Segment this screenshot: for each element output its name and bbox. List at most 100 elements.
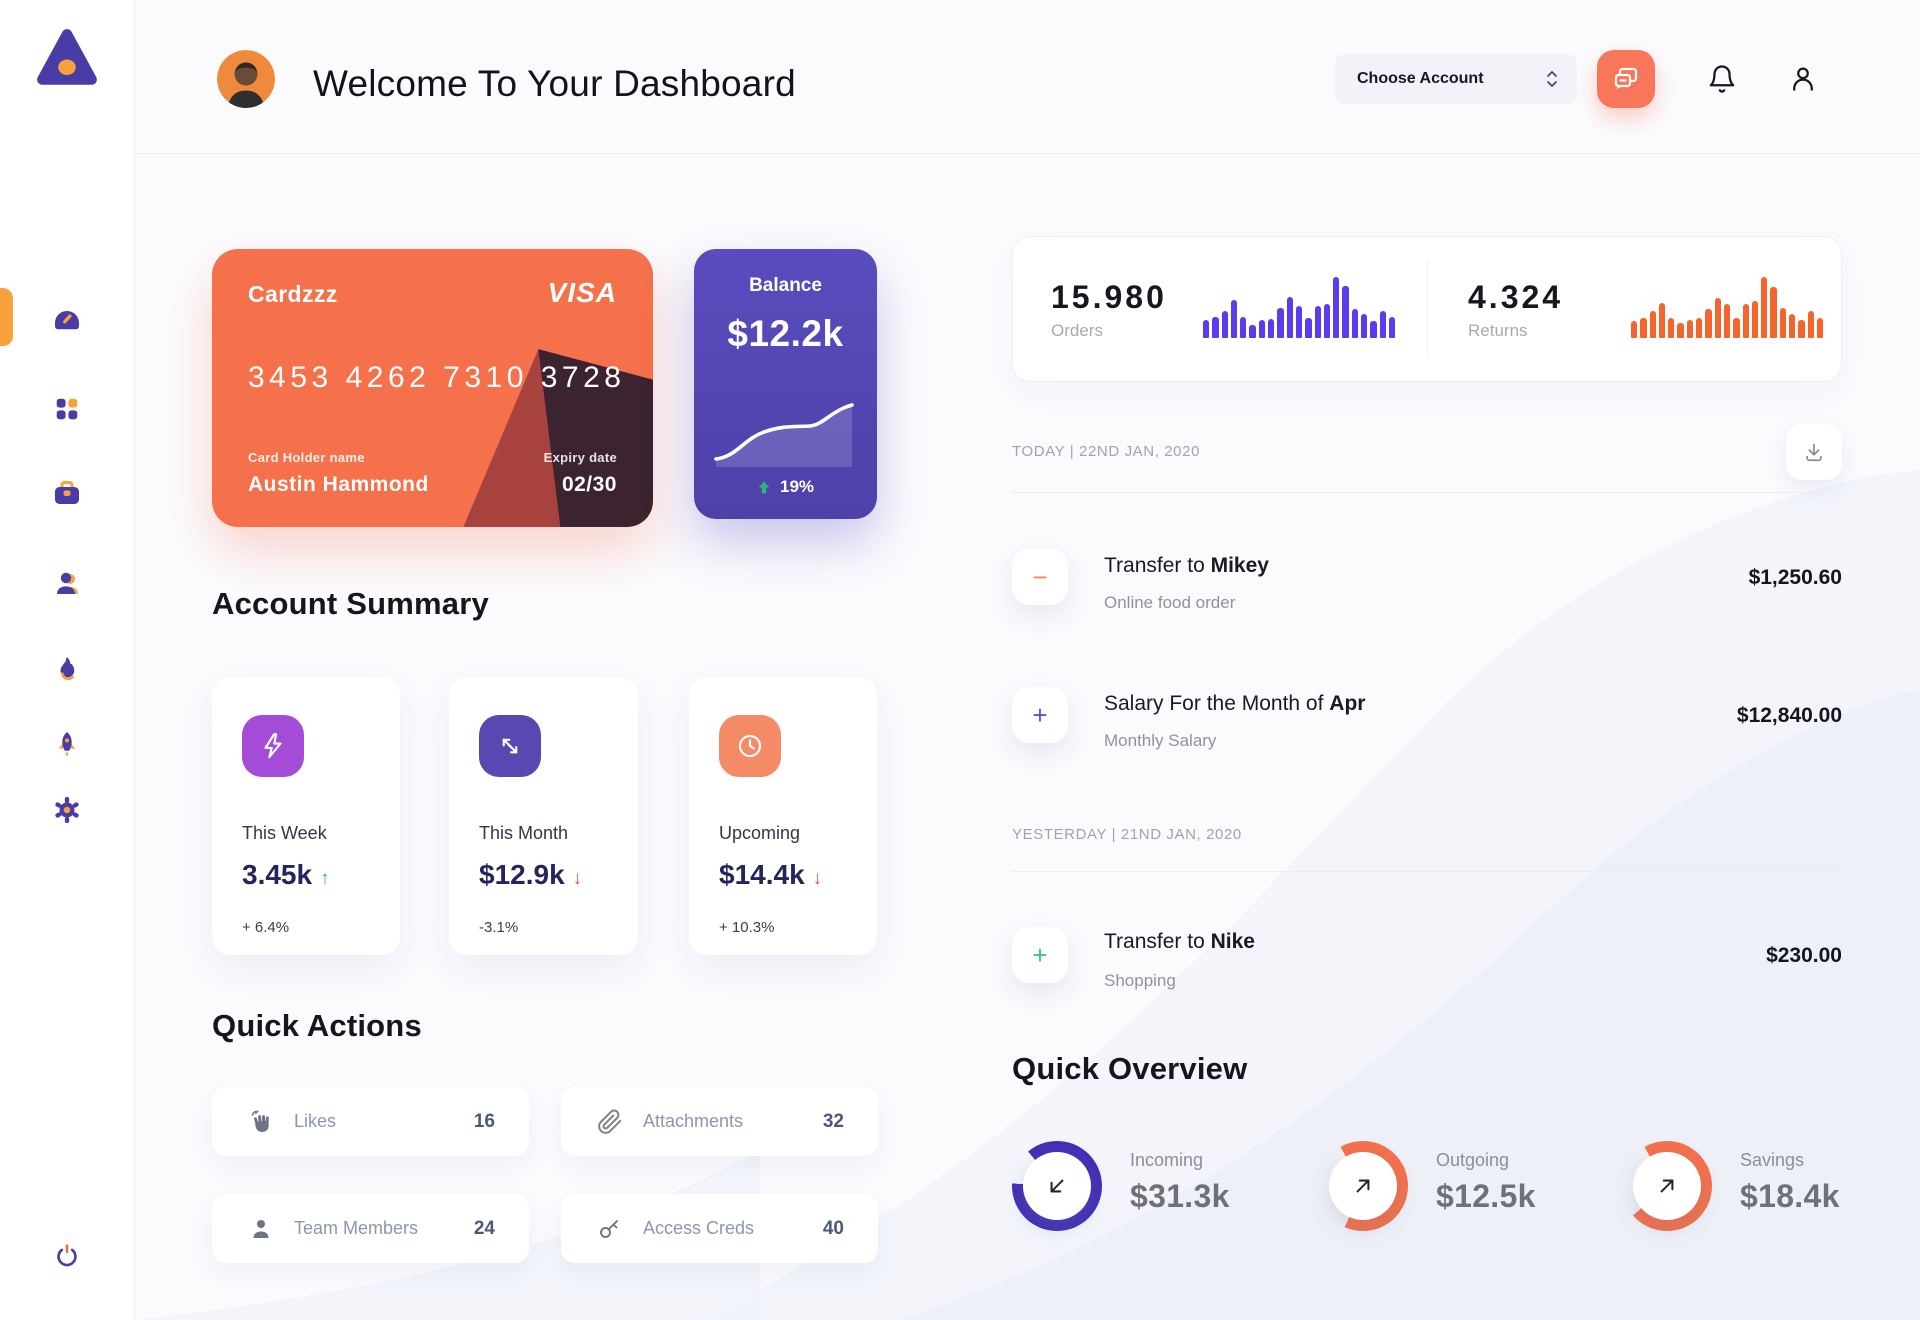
quick-action-likes[interactable]: Likes 16 (212, 1087, 529, 1156)
messages-button[interactable] (1597, 50, 1655, 108)
sidebar-item-people[interactable] (48, 565, 86, 603)
orders-bar-chart (1203, 277, 1399, 338)
bar (1733, 317, 1740, 338)
bar (1658, 302, 1666, 338)
balance-change-value: 19% (779, 477, 815, 496)
balance-value: $12.2k (727, 313, 844, 354)
quick-action-label: Team Members (294, 1218, 419, 1238)
card-pyramid-shadow-shape (538, 349, 653, 527)
bar (1240, 317, 1247, 338)
profile-button[interactable] (1787, 63, 1819, 95)
bar (1249, 324, 1256, 338)
triangle-logo-icon (37, 29, 97, 85)
account-selector[interactable]: Choose Account (1335, 54, 1577, 104)
incoming-donut-chart (1012, 1141, 1102, 1231)
summary-card-percent: -3.1% (479, 919, 519, 936)
app-logo[interactable] (34, 26, 100, 92)
overview-label-incoming: Incoming (1130, 1150, 1204, 1170)
bar (1789, 313, 1796, 338)
people-icon (57, 572, 78, 594)
sidebar-item-work[interactable] (48, 475, 86, 513)
transaction-subtitle: Shopping (1104, 971, 1176, 990)
bar (1807, 311, 1814, 338)
card-holder-name: Austin Hammond (248, 473, 429, 496)
bar (1305, 318, 1312, 338)
overview-value-incoming: $31.3k (1130, 1178, 1230, 1214)
sidebar-item-launch[interactable] (48, 726, 86, 764)
apps-grid-icon (56, 398, 78, 420)
bar (1286, 296, 1293, 338)
plus-icon: + (1032, 939, 1048, 970)
bar (1258, 319, 1266, 338)
account-summary-title: Account Summary (212, 586, 489, 621)
outgoing-donut-chart (1318, 1141, 1408, 1231)
sidebar-item-activity[interactable] (48, 652, 86, 690)
sidebar-item-apps[interactable] (48, 390, 86, 428)
returns-label: Returns (1468, 321, 1528, 340)
quick-action-count: 16 (473, 1110, 495, 1132)
settings-gear-icon (55, 797, 79, 823)
bar (1268, 319, 1275, 338)
bell-icon (1709, 65, 1735, 93)
card-expiry-label: Expiry date (543, 450, 617, 465)
download-icon (1806, 443, 1822, 462)
bar (1370, 320, 1377, 338)
user-icon (1793, 67, 1813, 91)
bar (1388, 317, 1396, 338)
balance-change: 19% (694, 477, 877, 497)
summary-card-this-month[interactable]: This Month $12.9k ↓ -3.1% (449, 677, 638, 955)
trend-down-arrow: ↓ (812, 868, 823, 889)
clock-icon (719, 715, 781, 777)
trend-up-arrow: ↑ (320, 868, 330, 889)
up-arrow-icon (758, 480, 770, 493)
download-button[interactable] (1786, 424, 1842, 480)
quick-action-access-creds[interactable]: Access Creds 40 (561, 1194, 878, 1263)
plus-icon: + (1032, 699, 1048, 730)
bar (1230, 300, 1238, 338)
summary-card-label: This Month (479, 823, 569, 843)
quick-action-team-members[interactable]: Team Members 24 (212, 1194, 529, 1263)
transaction-title[interactable]: Salary For the Month of Apr (1104, 692, 1366, 715)
balance-card[interactable]: Balance $12.2k 19% (694, 249, 877, 519)
sidebar-item-dashboard[interactable] (48, 299, 86, 337)
card-holder-label: Card Holder name (248, 450, 365, 465)
quick-action-label: Likes (294, 1111, 337, 1131)
bar (1342, 285, 1349, 338)
credit-card[interactable]: Cardzzz VISA 3453 4262 7310 3728 Card Ho… (212, 249, 653, 527)
orders-label: Orders (1051, 321, 1103, 340)
summary-card-value: $14.4k ↓ (719, 859, 823, 890)
overview-value-savings: $18.4k (1740, 1178, 1840, 1214)
briefcase-icon (55, 481, 79, 504)
quick-action-attachments[interactable]: Attachments 32 (561, 1087, 878, 1156)
transaction-subtitle: Online food order (1104, 593, 1236, 612)
bar (1295, 306, 1303, 338)
sidebar-item-settings[interactable] (48, 791, 86, 829)
transaction-subtitle: Monthly Salary (1104, 731, 1217, 750)
gauge-dashboard-icon (55, 311, 79, 330)
lightning-icon (242, 715, 304, 777)
user-avatar[interactable] (217, 50, 275, 108)
notifications-button[interactable] (1706, 63, 1738, 95)
bar (1361, 313, 1368, 338)
header-divider (136, 153, 1920, 154)
bar (1351, 308, 1359, 338)
quick-overview-title: Quick Overview (1012, 1051, 1248, 1086)
bar (1649, 311, 1656, 338)
transaction-title[interactable]: Transfer to Nike (1104, 930, 1255, 953)
quick-action-label: Access Creds (643, 1218, 755, 1238)
bar (1761, 277, 1768, 338)
overview-label-outgoing: Outgoing (1436, 1150, 1510, 1170)
summary-card-this-week[interactable]: This Week 3.45k ↑ + 6.4% (212, 677, 400, 955)
logout-power-button[interactable] (48, 1237, 86, 1275)
summary-card-upcoming[interactable]: Upcoming $14.4k ↓ + 10.3% (689, 677, 877, 955)
stats-divider (1427, 261, 1428, 357)
person-icon (248, 1216, 274, 1242)
minus-icon: − (1032, 561, 1048, 592)
balance-sparkline-chart (714, 403, 854, 467)
bar (1668, 317, 1675, 338)
orders-value: 15.980 (1051, 279, 1167, 315)
bar (1277, 307, 1284, 338)
transaction-title[interactable]: Transfer to Mikey (1104, 554, 1269, 577)
overview-value-outgoing: $12.5k (1436, 1178, 1536, 1214)
chat-icon (1614, 67, 1638, 89)
